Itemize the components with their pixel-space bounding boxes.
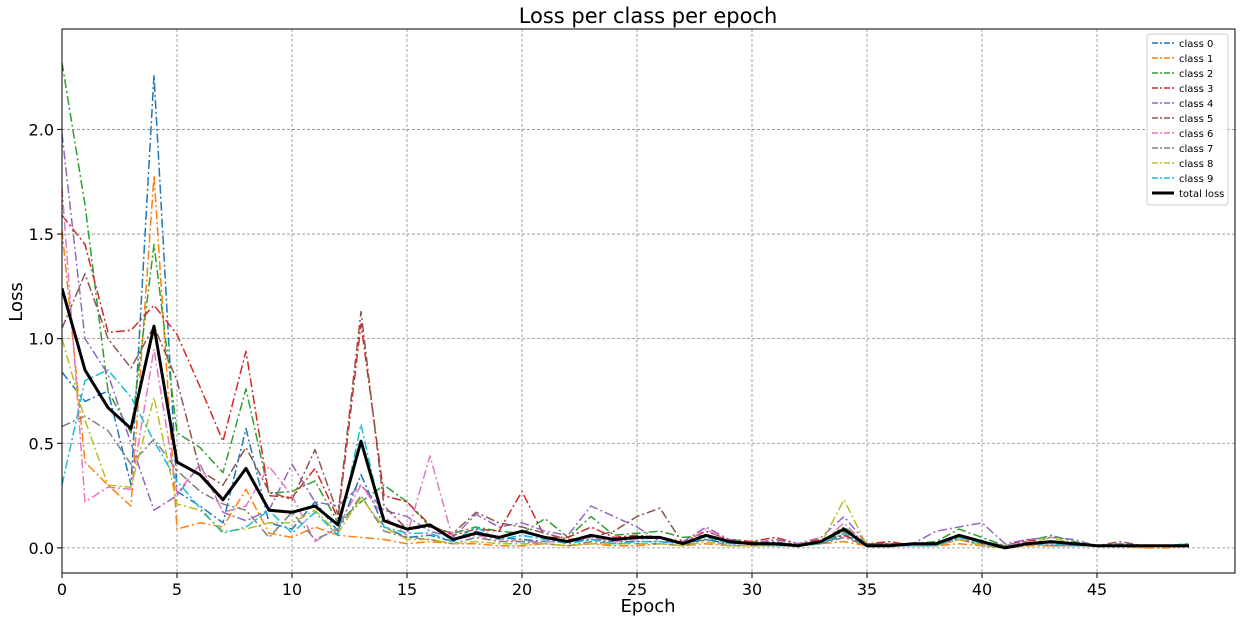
grid-lines — [61, 29, 1235, 573]
legend-label: class 2 — [1179, 69, 1213, 80]
x-tick-label: 45 — [1087, 580, 1107, 599]
axes-frame — [61, 28, 1236, 574]
x-tick-label: 20 — [512, 580, 532, 599]
x-tick-label: 35 — [857, 580, 877, 599]
legend-label: class 6 — [1179, 129, 1213, 140]
x-tick-label: 0 — [57, 580, 67, 599]
chart-title: Loss per class per epoch — [519, 4, 778, 28]
x-tick-label: 25 — [627, 580, 647, 599]
series-line-class-7 — [62, 415, 1189, 547]
series-line-class-0 — [62, 74, 1189, 547]
legend-label: class 4 — [1179, 99, 1213, 110]
series-line-class-4 — [62, 133, 1189, 547]
x-tick-label: 5 — [172, 580, 182, 599]
x-tick-label: 10 — [282, 580, 302, 599]
legend-label: class 7 — [1179, 144, 1213, 155]
series-line-class-3 — [62, 214, 1189, 547]
legend-label: class 3 — [1179, 84, 1213, 95]
x-tick-label: 40 — [972, 580, 992, 599]
x-tick-label: 30 — [742, 580, 762, 599]
y-axis-ticks: 0.0 0.5 1.0 1.5 2.0 — [29, 120, 62, 558]
series-line-class-8 — [62, 338, 1189, 549]
x-axis-label: Epoch — [620, 596, 675, 617]
y-tick-label: 0.5 — [29, 434, 54, 453]
series-line-class-2 — [62, 62, 1190, 547]
y-tick-label: 0.0 — [29, 539, 54, 558]
y-tick-label: 1.5 — [29, 225, 54, 244]
legend: class 0 class 1 class 2 class 3 class 4 class… — [1146, 33, 1229, 206]
y-tick-label: 2.0 — [29, 120, 54, 139]
series-line-class-1 — [62, 174, 1190, 549]
legend-label: class 5 — [1179, 114, 1213, 125]
series-line-class-5 — [62, 273, 1189, 547]
plot-area — [62, 62, 1190, 550]
legend-label: class 1 — [1179, 54, 1213, 65]
legend-label: total loss — [1179, 189, 1224, 200]
x-tick-label: 15 — [397, 580, 417, 599]
y-tick-label: 1.0 — [29, 330, 54, 349]
series-line-total-loss — [62, 287, 1189, 550]
legend-label: class 9 — [1179, 174, 1213, 185]
legend-label: class 0 — [1179, 39, 1213, 50]
y-axis-label: Loss — [6, 282, 27, 321]
legend-label: class 8 — [1179, 159, 1213, 170]
x-axis-ticks: 0 5 10 15 20 25 30 35 40 45 — [57, 573, 1107, 599]
